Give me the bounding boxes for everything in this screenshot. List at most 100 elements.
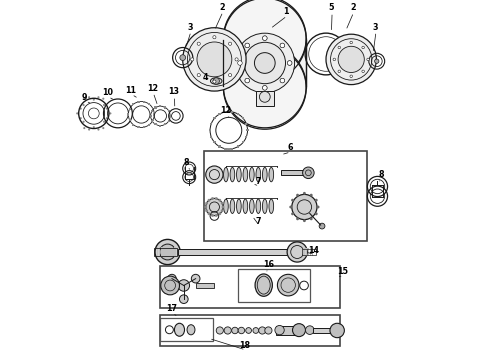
Ellipse shape: [230, 167, 235, 182]
Circle shape: [350, 75, 352, 77]
Circle shape: [326, 34, 376, 85]
Circle shape: [245, 43, 249, 48]
Circle shape: [103, 104, 105, 106]
Circle shape: [232, 327, 238, 334]
Ellipse shape: [269, 199, 273, 213]
Circle shape: [296, 217, 299, 220]
Bar: [196, 283, 214, 288]
Circle shape: [315, 212, 318, 215]
Circle shape: [317, 206, 319, 208]
Ellipse shape: [223, 199, 228, 213]
Ellipse shape: [210, 78, 222, 84]
Circle shape: [305, 326, 314, 334]
Circle shape: [80, 117, 82, 119]
Bar: [245, 136, 247, 138]
Ellipse shape: [243, 199, 248, 213]
Circle shape: [219, 199, 221, 202]
Bar: [148, 123, 150, 126]
Circle shape: [213, 78, 220, 84]
Text: 2: 2: [350, 4, 356, 13]
Bar: [128, 119, 131, 121]
Circle shape: [215, 214, 218, 217]
Bar: [164, 107, 166, 109]
Circle shape: [180, 55, 186, 60]
Circle shape: [263, 36, 267, 40]
Bar: [154, 248, 176, 256]
Bar: [246, 129, 248, 131]
Bar: [231, 111, 233, 113]
Text: 8: 8: [184, 158, 190, 166]
Text: 15: 15: [338, 267, 348, 276]
Circle shape: [362, 46, 365, 49]
Circle shape: [88, 129, 90, 131]
Bar: [168, 120, 170, 122]
Ellipse shape: [263, 167, 267, 182]
Circle shape: [238, 61, 242, 65]
Bar: [210, 136, 212, 138]
Circle shape: [310, 217, 313, 220]
Circle shape: [374, 59, 379, 63]
Bar: [237, 145, 239, 148]
Circle shape: [254, 53, 275, 73]
Circle shape: [178, 280, 190, 291]
Bar: [168, 110, 170, 112]
Text: 4: 4: [203, 73, 208, 82]
Circle shape: [303, 192, 306, 195]
Circle shape: [245, 78, 249, 83]
Bar: [310, 248, 311, 256]
Text: 18: 18: [240, 341, 250, 350]
Bar: [275, 326, 301, 335]
Text: 3: 3: [372, 23, 378, 32]
Circle shape: [238, 61, 242, 65]
Bar: [137, 126, 140, 128]
Bar: [223, 38, 306, 88]
Circle shape: [253, 328, 259, 333]
Circle shape: [330, 323, 344, 338]
Circle shape: [362, 70, 365, 73]
Circle shape: [289, 206, 292, 208]
Circle shape: [83, 98, 85, 100]
Circle shape: [206, 198, 223, 216]
Bar: [219, 113, 220, 115]
Ellipse shape: [187, 325, 195, 335]
Text: 7: 7: [256, 177, 262, 186]
Circle shape: [88, 96, 90, 98]
Circle shape: [338, 46, 364, 72]
Bar: [213, 141, 216, 143]
Bar: [242, 141, 244, 143]
Bar: [213, 117, 216, 120]
Ellipse shape: [249, 199, 254, 213]
Ellipse shape: [243, 167, 248, 182]
Circle shape: [216, 327, 223, 334]
Circle shape: [224, 327, 231, 334]
Text: 12: 12: [147, 84, 158, 93]
Circle shape: [206, 166, 223, 183]
Text: 5: 5: [329, 4, 334, 13]
Bar: [303, 248, 304, 256]
Circle shape: [315, 199, 318, 202]
Circle shape: [204, 206, 207, 208]
Circle shape: [215, 197, 218, 200]
Bar: [209, 129, 211, 131]
Bar: [161, 247, 163, 257]
Bar: [224, 148, 227, 150]
Circle shape: [179, 295, 188, 303]
Circle shape: [205, 209, 208, 212]
Circle shape: [238, 327, 245, 334]
Bar: [312, 248, 313, 256]
Circle shape: [223, 0, 306, 80]
Circle shape: [223, 46, 306, 129]
Circle shape: [280, 78, 285, 83]
Circle shape: [245, 328, 251, 333]
Text: 1: 1: [284, 7, 289, 16]
Bar: [256, 91, 274, 106]
Bar: [143, 101, 145, 103]
Ellipse shape: [256, 199, 261, 213]
Circle shape: [102, 98, 104, 100]
Text: 14: 14: [309, 246, 319, 255]
Text: 17: 17: [166, 305, 177, 313]
Text: 9: 9: [82, 93, 88, 102]
Text: 12: 12: [220, 107, 231, 116]
Bar: [151, 110, 153, 112]
Circle shape: [103, 121, 105, 123]
